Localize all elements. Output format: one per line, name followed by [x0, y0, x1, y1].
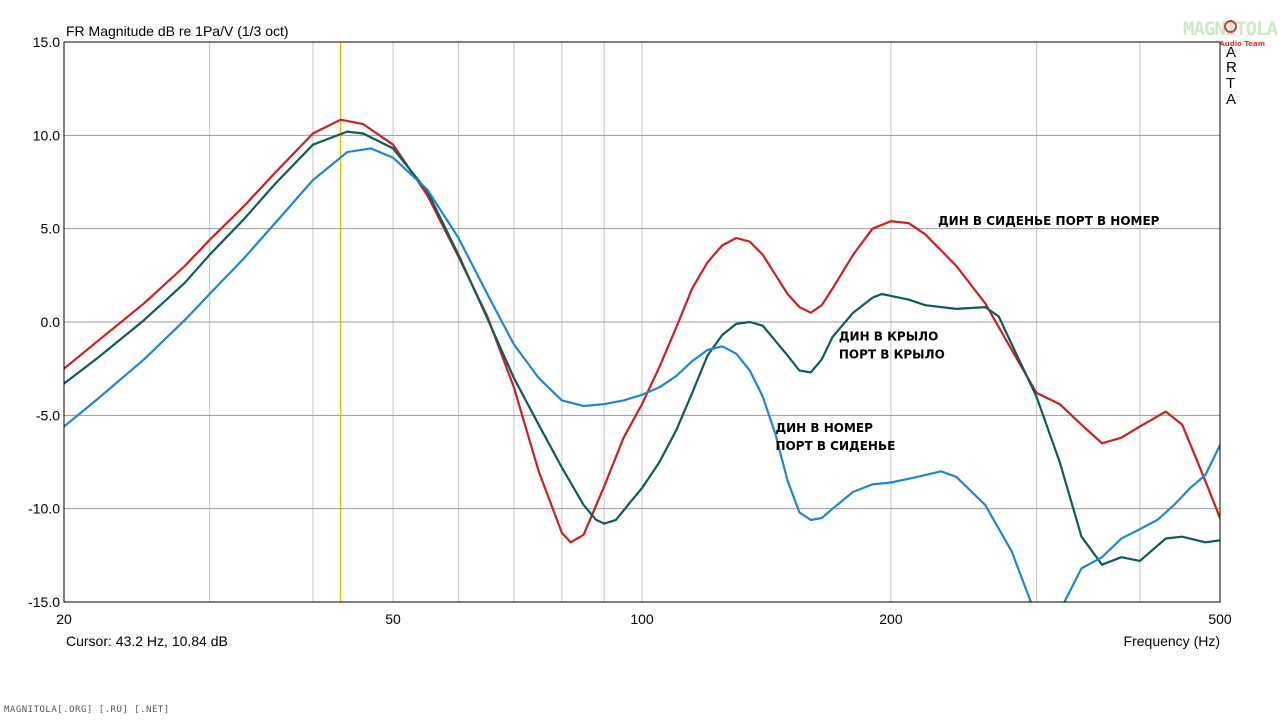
- y-tick-label: -15.0: [28, 594, 60, 610]
- series-line: [64, 118, 1220, 544]
- x-tick-label: 500: [1208, 611, 1232, 627]
- arta-letter: T: [1226, 75, 1235, 92]
- annotations: ДИН В СИДЕНЬЕ ПОРТ В НОМЕР ДИН В КРЫЛО ПОР…: [775, 214, 1159, 453]
- axis-labels: 15.0 10.0 5.0 0.0 -5.0 -10.0 -15.020 50 100 200 50…: [28, 34, 1232, 627]
- x-tick-label: 50: [385, 611, 401, 627]
- y-tick-label: 0.0: [41, 314, 61, 330]
- arta-letter: A: [1226, 44, 1236, 61]
- plot-frame: [63, 41, 1221, 603]
- arta-side-label: A R T A: [1226, 44, 1237, 108]
- series-annotation: ПОРТ В КРЫЛО: [839, 348, 945, 362]
- y-tick-label: 5.0: [41, 221, 61, 237]
- y-tick-label: -5.0: [36, 407, 60, 423]
- series-annotation: ДИН В СИДЕНЬЕ ПОРТ В НОМЕР: [938, 214, 1160, 228]
- series-annotation: ДИН В КРЫЛО: [839, 330, 938, 344]
- arta-letter: A: [1226, 91, 1236, 108]
- watermark-ring-icon: [1224, 20, 1237, 33]
- x-tick-label: 200: [879, 611, 903, 627]
- y-tick-label: 10.0: [33, 127, 60, 143]
- series-annotation: ДИН В НОМЕР: [775, 421, 873, 435]
- arta-letter: R: [1226, 59, 1237, 76]
- y-tick-label: -10.0: [28, 501, 60, 517]
- series-annotation: ПОРТ В СИДЕНЬЕ: [775, 439, 895, 453]
- series-line: [64, 130, 1220, 566]
- footer-watermark: MAGNITOLA[.ORG] [.RU] [.NET]: [4, 705, 170, 715]
- x-tick-label: 20: [56, 611, 72, 627]
- series-line: [64, 147, 1220, 602]
- y-tick-label: 15.0: [33, 34, 60, 50]
- watermark-subtext: Audio Team: [1219, 40, 1265, 48]
- chart-title: FR Magnitude dB re 1Pa/V (1/3 oct): [66, 23, 289, 39]
- cursor-readout: Cursor: 43.2 Hz, 10.84 dB: [66, 633, 228, 649]
- x-axis-label: Frequency (Hz): [1124, 633, 1220, 649]
- watermark-logo: MAGNITOLA Audio Team: [1183, 18, 1278, 50]
- series-layer: [64, 118, 1220, 602]
- x-tick-label: 100: [630, 611, 654, 627]
